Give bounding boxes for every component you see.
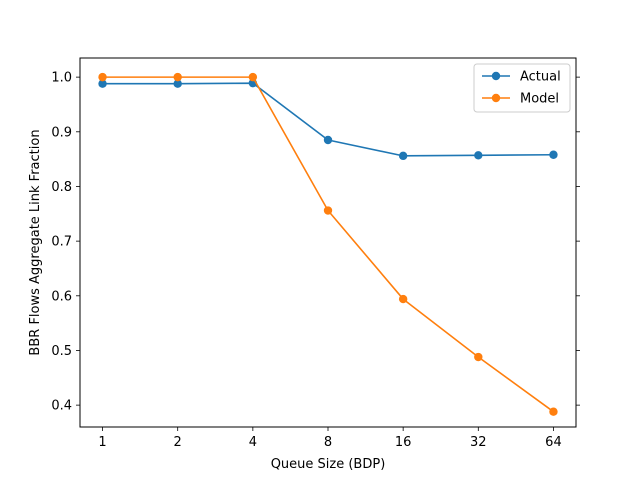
- data-point-model: [474, 352, 483, 362]
- series-layer: [98, 72, 558, 416]
- y-axis-label: BBR Flows Aggregate Link Fraction: [28, 129, 43, 355]
- data-point-model: [398, 294, 408, 304]
- y-tick-label: 0.5: [51, 344, 72, 359]
- x-tick-label: 32: [470, 435, 487, 450]
- x-tick-label: 4: [249, 435, 257, 450]
- x-tick-label: 2: [174, 435, 182, 450]
- legend-label-actual: Actual: [520, 70, 561, 85]
- y-tick-label: 0.4: [51, 399, 72, 414]
- data-point-actual: [323, 135, 333, 145]
- x-tick-label: 64: [545, 435, 562, 450]
- x-tick-label: 8: [324, 435, 332, 450]
- x-tick-label: 16: [395, 435, 412, 450]
- data-point-model: [173, 72, 182, 82]
- x-tick-label: 1: [98, 435, 106, 450]
- x-axis: 1 2 4 8 16 32 64: [98, 427, 562, 450]
- data-point-model: [323, 206, 333, 215]
- data-point-model: [98, 72, 107, 82]
- data-point-actual: [549, 150, 558, 159]
- y-tick-label: 0.7: [51, 235, 72, 250]
- data-point-actual: [474, 151, 483, 160]
- y-tick-label: 1.0: [51, 71, 72, 86]
- legend-marker-actual: [491, 71, 501, 81]
- y-tick-label: 0.8: [51, 180, 72, 195]
- data-point-actual: [98, 79, 107, 88]
- legend: Actual Model: [473, 63, 571, 113]
- data-point-model: [248, 72, 258, 82]
- legend-marker-model: [491, 93, 501, 103]
- x-axis-label: Queue Size (BDP): [271, 457, 386, 472]
- data-point-actual: [173, 79, 182, 88]
- y-tick-label: 0.9: [51, 125, 72, 140]
- data-point-actual: [398, 151, 408, 161]
- data-point-model: [549, 407, 558, 416]
- y-tick-label: 0.6: [51, 289, 72, 304]
- legend-label-model: Model: [520, 92, 559, 107]
- y-axis: 0.4 0.5 0.6 0.7 0.8 0.9 1.0: [51, 71, 580, 414]
